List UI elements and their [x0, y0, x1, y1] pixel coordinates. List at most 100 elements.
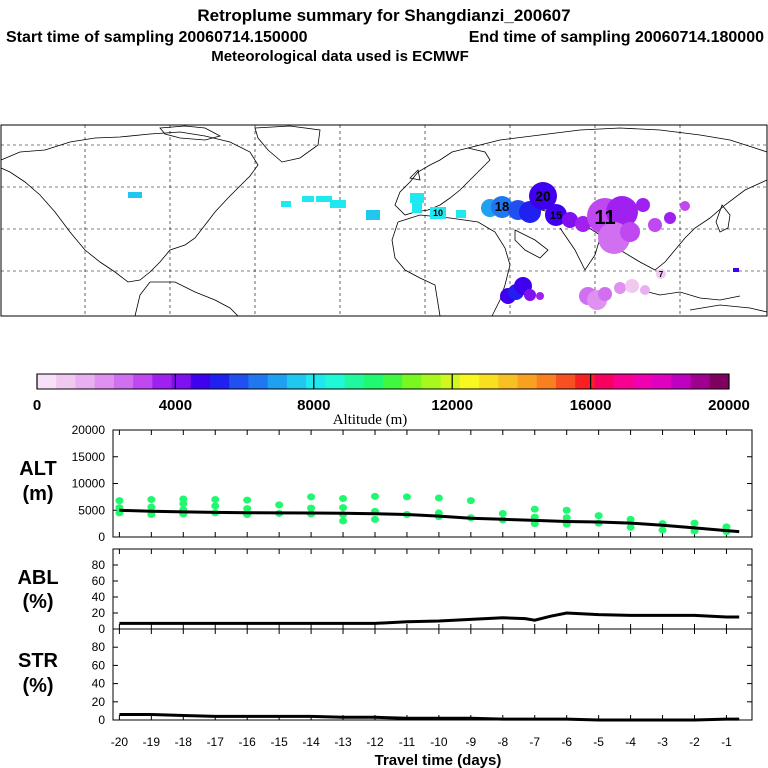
- plume-marker: [491, 196, 513, 218]
- figure-title: Retroplume summary for Shangdianzi_20060…: [197, 6, 570, 25]
- plume-marker: [302, 196, 314, 202]
- x-tick-label: -8: [497, 735, 508, 749]
- colorbar-swatch: [94, 374, 115, 389]
- y-tick-label: 20: [92, 695, 106, 709]
- colorbar-swatch: [190, 374, 211, 389]
- plume-marker: [614, 282, 626, 294]
- scatter-point: [434, 494, 443, 502]
- scatter-point: [658, 526, 667, 534]
- colorbar-tick-label: 4000: [159, 397, 192, 414]
- scatter-point: [466, 497, 475, 505]
- colorbar-swatch: [171, 374, 192, 389]
- x-tick-label: -17: [207, 735, 225, 749]
- plume-label: 20: [535, 188, 551, 204]
- colorbar-swatch: [75, 374, 96, 389]
- x-tick-label: -9: [466, 735, 477, 749]
- y-tick-label: 40: [92, 590, 106, 604]
- scatter-point: [179, 500, 188, 508]
- scatter-point: [147, 496, 156, 504]
- colorbar-axis-label: Altitude (m): [333, 412, 408, 428]
- scatter-point: [243, 496, 252, 504]
- x-tick-label: -6: [561, 735, 572, 749]
- x-axis-title: Travel time (days): [375, 752, 502, 768]
- y-axis-label: (%): [22, 591, 53, 613]
- y-tick-label: 60: [92, 574, 106, 588]
- plume-marker: [536, 292, 544, 300]
- colorbar-swatch: [690, 374, 711, 389]
- y-axis-label: STR: [18, 650, 59, 672]
- sampling-start: Start time of sampling 20060714.150000: [6, 29, 308, 46]
- x-tick-label: -16: [239, 735, 257, 749]
- y-tick-label: 0: [98, 622, 105, 636]
- x-tick-label: -5: [593, 735, 604, 749]
- x-tick-label: -18: [175, 735, 193, 749]
- x-tick-label: -11: [399, 735, 416, 749]
- colorbar-swatch: [402, 374, 422, 389]
- colorbar-swatch: [459, 374, 480, 389]
- colorbar-tick-label: 16000: [570, 397, 612, 414]
- plume-marker: [529, 182, 557, 210]
- y-axis-label: ABL: [17, 567, 58, 589]
- plume-marker: [128, 192, 142, 198]
- colorbar-swatch: [267, 374, 288, 389]
- y-tick-label: 60: [92, 658, 106, 672]
- colorbar-swatch: [594, 374, 615, 389]
- y-axis-label: (m): [22, 483, 53, 505]
- time-series-panels: 05000100001500020000ALT(m)020406080ABL(%…: [17, 423, 753, 749]
- series-line: [119, 508, 740, 534]
- colorbar-swatch: [248, 374, 269, 389]
- series-line: [119, 713, 740, 722]
- y-tick-label: 80: [92, 640, 106, 654]
- x-tick-label: -14: [302, 735, 320, 749]
- colorbar-swatch: [133, 374, 153, 389]
- plume-marker: [575, 216, 591, 232]
- x-tick-label: -4: [625, 735, 636, 749]
- plume-marker: [620, 222, 640, 242]
- y-tick-label: 10000: [72, 477, 106, 491]
- colorbar-tick-label: 12000: [431, 397, 473, 414]
- plume-marker: [366, 210, 380, 220]
- x-tick-label: -12: [366, 735, 384, 749]
- colorbar-swatch: [286, 374, 307, 389]
- plume-marker: [524, 289, 536, 301]
- scatter-point: [530, 505, 539, 513]
- colorbar-swatch: [421, 374, 442, 389]
- plume-marker: [733, 268, 739, 272]
- y-tick-label: 20000: [72, 423, 106, 437]
- scatter-point: [179, 495, 188, 503]
- scatter-point: [307, 504, 316, 512]
- scatter-point: [339, 504, 348, 512]
- plume-marker: [656, 269, 666, 279]
- x-tick-label: -19: [143, 735, 161, 749]
- x-tick-labels: -20 -19 -18 -17 -16 -15 -14 -13 -12 -11 -10 -9 -8 -7 -…: [111, 735, 732, 749]
- y-tick-label: 15000: [72, 450, 106, 464]
- colorbar-swatch: [556, 374, 576, 389]
- colorbar-swatch: [498, 374, 519, 389]
- plume-label: 7: [659, 270, 664, 279]
- plume-marker: [606, 196, 638, 228]
- panel-abl: 0 20 40 60 80 ABL(%): [17, 548, 753, 636]
- x-tick-label: -15: [270, 735, 288, 749]
- x-tick-label: -7: [529, 735, 540, 749]
- panel-frame: [112, 548, 753, 630]
- sampling-end: End time of sampling 20060714.180000: [469, 29, 764, 46]
- y-axis-label: ALT: [19, 458, 56, 480]
- scatter-point: [339, 517, 348, 525]
- scatter-point: [243, 505, 252, 513]
- altitude-colorbar: 0 4000 8000 12000 16000 20000: [33, 373, 750, 414]
- y-tick-label: 5000: [78, 503, 105, 517]
- plume-marker: [316, 196, 332, 202]
- scatter-point: [307, 493, 316, 501]
- plume-marker: [430, 207, 446, 219]
- colorbar-swatch: [344, 374, 365, 389]
- colorbar-swatch: [479, 374, 499, 389]
- plume-markers: 20 18 11 10 7 15: [128, 182, 739, 310]
- colorbar-swatch: [671, 374, 692, 389]
- colorbar-swatch: [536, 374, 557, 389]
- plume-marker: [640, 285, 650, 295]
- x-tick-label: -13: [334, 735, 352, 749]
- plume-marker: [545, 204, 567, 226]
- colorbar-swatch: [306, 374, 326, 389]
- plume-label: 15: [550, 210, 562, 222]
